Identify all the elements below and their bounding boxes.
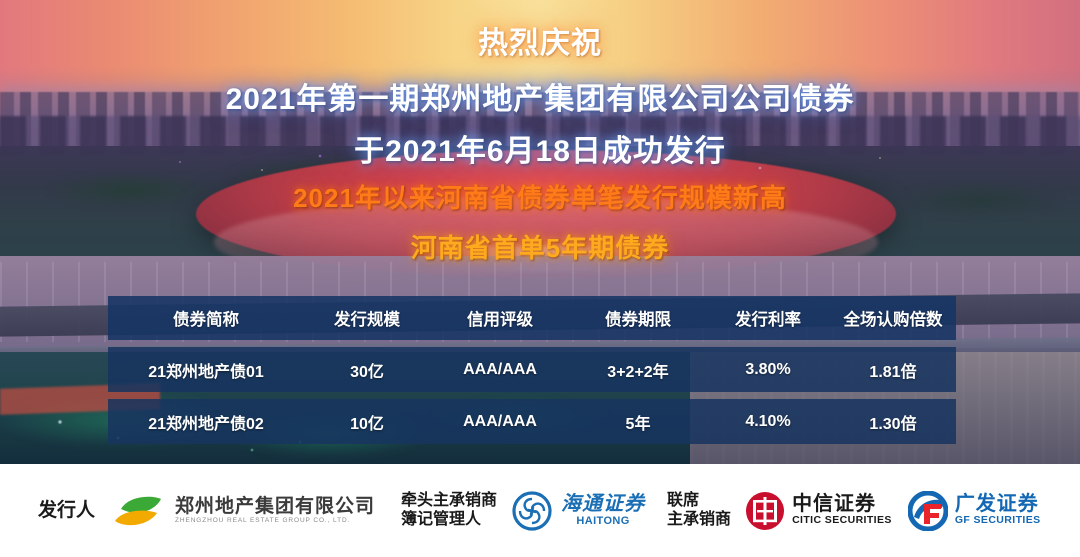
citic-securities-logo: 中信证券 CITIC SECURITIES bbox=[745, 491, 892, 531]
lead-underwriter-group: 牵头主承销商 簿记管理人 海通证券 HAITONG bbox=[401, 490, 645, 532]
cell-issue-rate: 3.80% bbox=[745, 360, 791, 378]
cell-credit-rating: AAA/AAA bbox=[463, 360, 537, 378]
cell-bond-term: 5年 bbox=[625, 415, 651, 433]
citic-logo-english: CITIC SECURITIES bbox=[792, 514, 892, 527]
table-header-row: 债券简称 发行规模 信用评级 债券期限 发行利率 全场认购倍数 bbox=[108, 296, 956, 340]
cell-credit-rating: AAA/AAA bbox=[463, 412, 537, 430]
zhengzhou-leaf-icon bbox=[115, 496, 162, 525]
haitong-circle-icon bbox=[512, 490, 552, 531]
haitong-securities-logo: 海通证券 HAITONG bbox=[511, 490, 645, 532]
issuer-group: 发行人 郑州地产集团有限公司 ZHENGZHOU REAL ESTATE GRO… bbox=[38, 491, 375, 531]
gf-logo-english: GF SECURITIES bbox=[954, 514, 1041, 527]
zhengzhou-logo-english: ZHENGZHOU REAL ESTATE GROUP CO., LTD. bbox=[175, 516, 351, 524]
issuer-label: 发行人 bbox=[38, 499, 96, 521]
joint-underwriter-label-line2: 主承销商 bbox=[667, 510, 732, 528]
table-row: 21郑州地产债02 10亿 AAA/AAA 5年 4.10% 1.30倍 bbox=[108, 399, 956, 444]
headline-first-five-year: 河南省首单5年期债券 bbox=[410, 233, 670, 263]
haitong-logo-english: HAITONG bbox=[576, 514, 630, 527]
cell-subscription-multiple: 1.81倍 bbox=[869, 363, 917, 381]
headline-block: 热烈庆祝 2021年第一期郑州地产集团有限公司公司债券 于2021年6月18日成… bbox=[225, 27, 855, 263]
lead-underwriter-label-line2: 簿记管理人 bbox=[401, 510, 482, 528]
citic-logo-chinese: 中信证券 bbox=[792, 493, 877, 516]
cell-bond-name: 21郑州地产债01 bbox=[148, 363, 264, 381]
table-row: 21郑州地产债01 30亿 AAA/AAA 3+2+2年 3.80% 1.81倍 bbox=[108, 347, 956, 392]
headline-celebration: 热烈庆祝 bbox=[478, 27, 602, 60]
zhengzhou-logo-chinese: 郑州地产集团有限公司 bbox=[175, 495, 376, 517]
column-header-bond-term: 债券期限 bbox=[605, 311, 671, 329]
joint-underwriter-label: 联席 主承销商 bbox=[667, 492, 731, 529]
bond-details-table: 债券简称 发行规模 信用评级 债券期限 发行利率 全场认购倍数 21郑州地产债0… bbox=[108, 296, 956, 451]
lead-underwriter-label: 牵头主承销商 簿记管理人 bbox=[401, 492, 497, 529]
cell-issue-scale: 30亿 bbox=[350, 363, 384, 381]
zhengzhou-real-estate-logo: 郑州地产集团有限公司 ZHENGZHOU REAL ESTATE GROUP C… bbox=[111, 491, 375, 531]
gf-securities-logo: 广发证券 GF SECURITIES bbox=[907, 490, 1041, 531]
participants-footer: 发行人 郑州地产集团有限公司 ZHENGZHOU REAL ESTATE GRO… bbox=[0, 464, 1080, 557]
cell-bond-name: 21郑州地产债02 bbox=[148, 415, 264, 433]
column-header-bond-name: 债券简称 bbox=[173, 311, 239, 329]
column-header-issue-scale: 发行规模 bbox=[334, 311, 400, 329]
haitong-logo-chinese: 海通证券 bbox=[561, 492, 646, 515]
headline-bond-title: 2021年第一期郑州地产集团有限公司公司债券 bbox=[225, 83, 855, 116]
column-header-issue-rate: 发行利率 bbox=[735, 311, 801, 329]
joint-underwriters-group: 联席 主承销商 中信证券 CITIC SECURITIES bbox=[667, 490, 1041, 531]
gf-swoosh-icon bbox=[907, 490, 948, 531]
lead-underwriter-label-line1: 牵头主承销商 bbox=[401, 492, 498, 510]
headline-issue-date: 于2021年6月18日成功发行 bbox=[354, 135, 726, 168]
joint-underwriter-label-line1: 联席 bbox=[667, 492, 700, 510]
gf-logo-chinese: 广发证券 bbox=[954, 493, 1039, 516]
cell-subscription-multiple: 1.30倍 bbox=[869, 415, 917, 433]
cell-issue-rate: 4.10% bbox=[745, 412, 791, 430]
citic-circle-icon bbox=[746, 491, 785, 530]
headline-record-scale: 2021年以来河南省债券单笔发行规模新高 bbox=[293, 183, 787, 213]
column-header-subscription-multiple: 全场认购倍数 bbox=[843, 311, 943, 329]
column-header-credit-rating: 信用评级 bbox=[467, 311, 533, 329]
cell-issue-scale: 10亿 bbox=[350, 415, 384, 433]
cell-bond-term: 3+2+2年 bbox=[607, 363, 669, 381]
